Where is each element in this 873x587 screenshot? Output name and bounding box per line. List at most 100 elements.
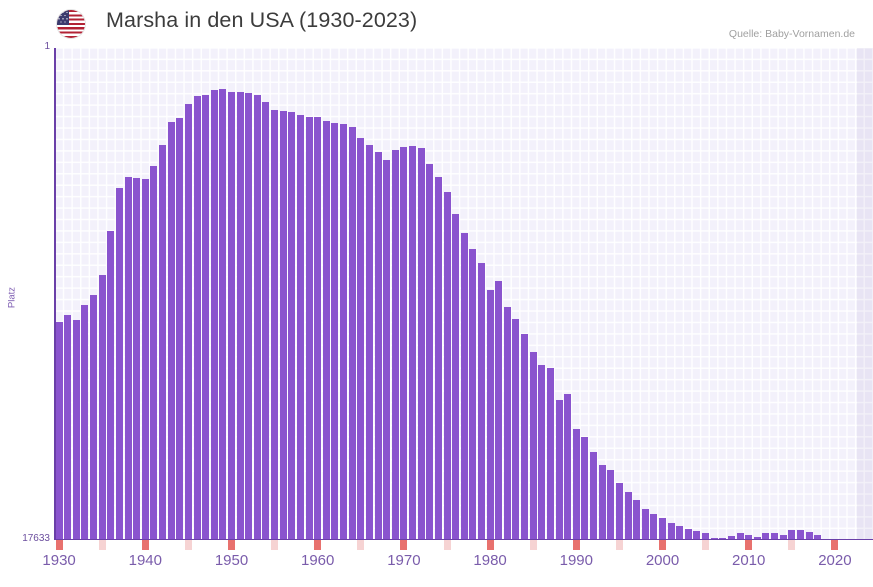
- bar: [400, 147, 408, 539]
- bar: [590, 452, 598, 539]
- bar: [219, 89, 227, 539]
- x-axis-tick-label: 1940: [128, 552, 162, 569]
- bar: [210, 90, 218, 539]
- bar: [64, 315, 72, 539]
- bar: [202, 95, 210, 539]
- x-tick-major: [314, 540, 322, 550]
- x-tick-major: [572, 540, 580, 550]
- x-tick-minor: [184, 540, 192, 550]
- bar: [279, 111, 287, 539]
- bar: [374, 152, 382, 539]
- source-credit: Quelle: Baby-Vornamen.de: [728, 28, 855, 40]
- bar: [262, 102, 270, 539]
- bar: [624, 492, 632, 539]
- bar: [193, 96, 201, 539]
- x-tick-major: [141, 540, 149, 550]
- x-tick-minor: [271, 540, 279, 550]
- bar: [383, 160, 391, 539]
- bar: [443, 192, 451, 539]
- bar: [124, 177, 132, 539]
- bar: [150, 166, 158, 539]
- bar: [477, 263, 485, 539]
- x-tick-major: [400, 540, 408, 550]
- x-tick-minor: [788, 540, 796, 550]
- x-axis-tick-marks: [55, 540, 873, 550]
- y-axis-tick-top: 1: [44, 41, 50, 52]
- chart-header: Marsha in den USA (1930-2023) Quelle: Ba…: [0, 0, 873, 48]
- us-flag-icon: [57, 10, 85, 38]
- bar: [365, 145, 373, 539]
- bar: [607, 470, 615, 539]
- bar: [417, 148, 425, 539]
- bar: [159, 145, 167, 539]
- bar: [676, 526, 684, 539]
- bar: [271, 110, 279, 539]
- bar: [115, 188, 123, 539]
- bar: [176, 118, 184, 539]
- bar: [460, 233, 468, 539]
- bar: [753, 537, 761, 539]
- bar: [184, 104, 192, 539]
- x-axis-tick-label: 1970: [387, 552, 421, 569]
- x-tick-minor: [702, 540, 710, 550]
- bar: [814, 535, 822, 539]
- bar: [81, 305, 89, 539]
- bar: [546, 368, 554, 539]
- bar: [245, 93, 253, 539]
- bar: [426, 164, 434, 539]
- x-axis-tick-label: 1930: [42, 552, 76, 569]
- bar: [305, 117, 313, 539]
- bar: [615, 483, 623, 539]
- bar: [236, 92, 244, 539]
- x-tick-minor: [615, 540, 623, 550]
- bar: [90, 295, 98, 539]
- x-axis-line: [55, 538, 873, 541]
- bar: [107, 231, 115, 539]
- x-axis-tick-label: 1950: [214, 552, 249, 569]
- bar: [452, 214, 460, 539]
- bar: [538, 365, 546, 539]
- bar: [521, 334, 529, 539]
- bar: [486, 290, 494, 539]
- bar: [167, 122, 175, 539]
- bar: [745, 535, 753, 539]
- bar: [288, 112, 296, 539]
- bar: [529, 352, 537, 539]
- x-axis-tick-label: 1960: [301, 552, 335, 569]
- bar: [503, 307, 511, 539]
- x-tick-major: [745, 540, 753, 550]
- bar: [598, 465, 606, 539]
- bar: [495, 281, 503, 539]
- forecast-shaded-region: [857, 48, 873, 539]
- bar: [55, 322, 63, 539]
- bar: [788, 530, 796, 539]
- bar: [296, 115, 304, 539]
- x-tick-major: [228, 540, 235, 550]
- bar: [805, 532, 813, 539]
- bar: [771, 533, 779, 539]
- bar: [736, 533, 744, 539]
- bar: [796, 530, 804, 539]
- bar: [434, 177, 442, 539]
- bar: [331, 123, 339, 539]
- plot-area: [55, 48, 873, 539]
- bar: [357, 138, 365, 539]
- bar: [340, 124, 348, 539]
- bar: [391, 150, 399, 539]
- bar: [133, 178, 141, 539]
- x-tick-minor: [443, 540, 451, 550]
- y-axis-tick-bottom: 17633: [22, 533, 50, 544]
- bar: [667, 523, 675, 539]
- x-tick-major: [831, 540, 839, 550]
- y-axis-line: [54, 48, 56, 540]
- bar: [581, 437, 589, 539]
- x-axis-tick-label: 1990: [559, 552, 593, 569]
- x-axis-tick-label: 1980: [473, 552, 507, 569]
- bar: [348, 127, 356, 539]
- bar: [98, 275, 106, 539]
- x-tick-minor: [98, 540, 106, 550]
- bar: [555, 400, 563, 539]
- x-tick-major: [659, 540, 666, 550]
- x-axis-tick-label: 2020: [818, 552, 852, 569]
